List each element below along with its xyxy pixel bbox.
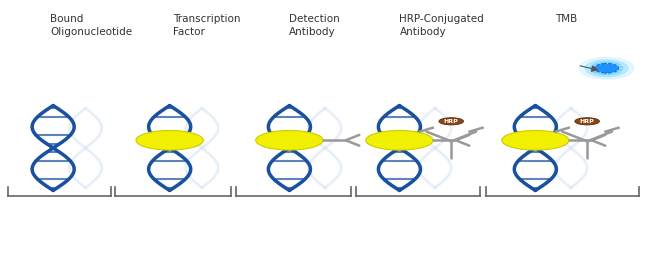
Text: Detection
Antibody: Detection Antibody	[289, 14, 340, 37]
Text: HRP: HRP	[580, 119, 595, 124]
Ellipse shape	[502, 131, 569, 150]
Ellipse shape	[594, 63, 619, 73]
Ellipse shape	[255, 131, 323, 150]
Text: HRP-Conjugated
Antibody: HRP-Conjugated Antibody	[400, 14, 484, 37]
Text: HRP: HRP	[444, 119, 459, 124]
Text: TMB: TMB	[554, 14, 577, 24]
Ellipse shape	[366, 131, 433, 150]
Ellipse shape	[575, 118, 599, 125]
Text: Transcription
Factor: Transcription Factor	[173, 14, 240, 37]
Ellipse shape	[136, 131, 203, 150]
Ellipse shape	[579, 57, 634, 79]
Ellipse shape	[590, 62, 623, 75]
Ellipse shape	[439, 118, 463, 125]
Text: Bound
Oligonucleotide: Bound Oligonucleotide	[50, 14, 132, 37]
Ellipse shape	[585, 60, 628, 77]
